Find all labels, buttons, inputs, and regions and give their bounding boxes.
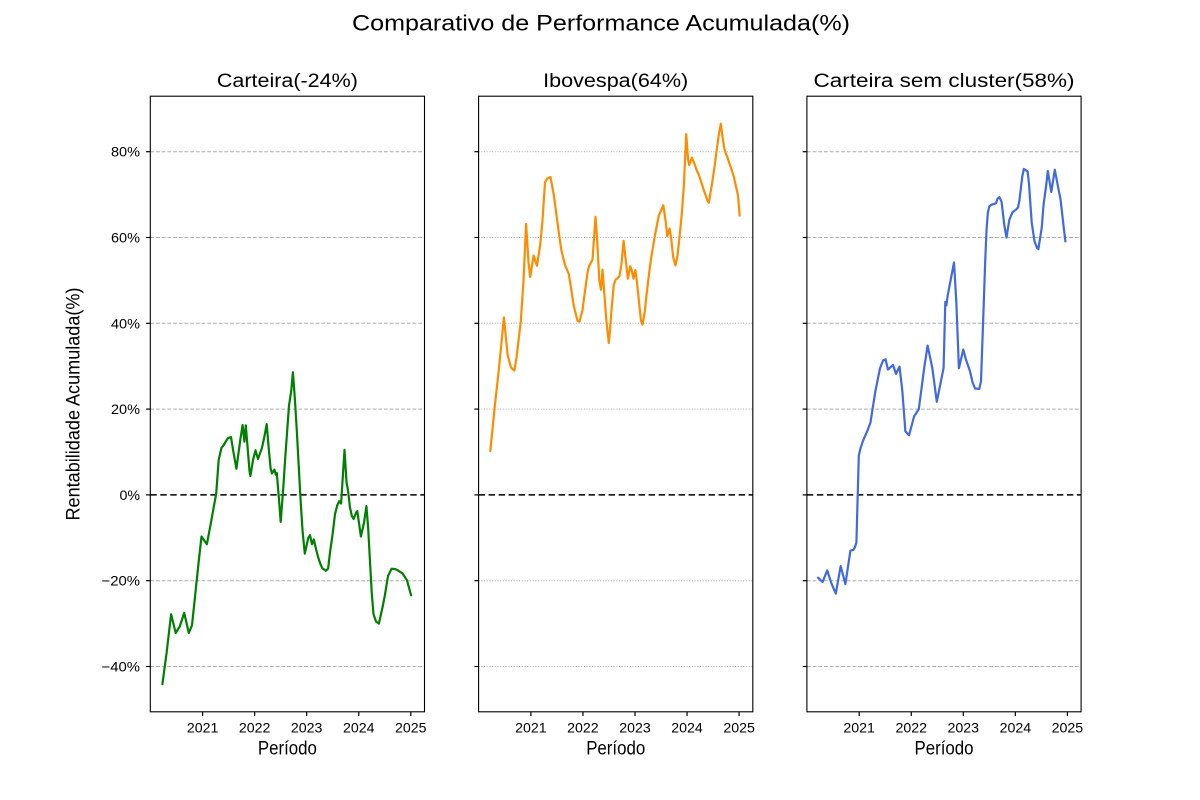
svg-text:2022: 2022 xyxy=(567,720,599,736)
svg-text:2025: 2025 xyxy=(395,720,427,736)
svg-text:2022: 2022 xyxy=(896,720,928,736)
svg-text:2025: 2025 xyxy=(723,720,755,736)
svg-text:20%: 20% xyxy=(111,401,140,417)
svg-text:2022: 2022 xyxy=(239,720,271,736)
svg-text:Período: Período xyxy=(915,738,974,760)
svg-text:Carteira sem cluster(58%): Carteira sem cluster(58%) xyxy=(814,70,1075,92)
svg-text:2021: 2021 xyxy=(515,720,547,736)
svg-text:2025: 2025 xyxy=(1052,720,1084,736)
svg-text:2023: 2023 xyxy=(948,720,980,736)
svg-text:−20%: −20% xyxy=(102,573,141,589)
svg-text:2021: 2021 xyxy=(843,720,875,736)
svg-text:Rentabilidade Acumulada(%): Rentabilidade Acumulada(%) xyxy=(63,288,85,521)
svg-text:Período: Período xyxy=(586,738,645,760)
svg-text:Período: Período xyxy=(258,738,317,760)
svg-text:−40%: −40% xyxy=(102,659,141,675)
svg-text:40%: 40% xyxy=(111,315,140,331)
svg-text:2024: 2024 xyxy=(671,720,703,736)
svg-text:2023: 2023 xyxy=(291,720,323,736)
svg-text:2023: 2023 xyxy=(619,720,651,736)
svg-text:2021: 2021 xyxy=(187,720,219,736)
svg-text:Comparativo de Performance Acu: Comparativo de Performance Acumulada(%) xyxy=(352,11,850,36)
svg-text:60%: 60% xyxy=(111,230,140,246)
svg-text:Ibovespa(64%): Ibovespa(64%) xyxy=(543,70,688,92)
svg-text:80%: 80% xyxy=(111,144,140,160)
svg-text:Carteira(-24%): Carteira(-24%) xyxy=(217,70,358,92)
svg-text:0%: 0% xyxy=(120,487,141,503)
svg-text:2024: 2024 xyxy=(1000,720,1032,736)
svg-text:2024: 2024 xyxy=(343,720,375,736)
